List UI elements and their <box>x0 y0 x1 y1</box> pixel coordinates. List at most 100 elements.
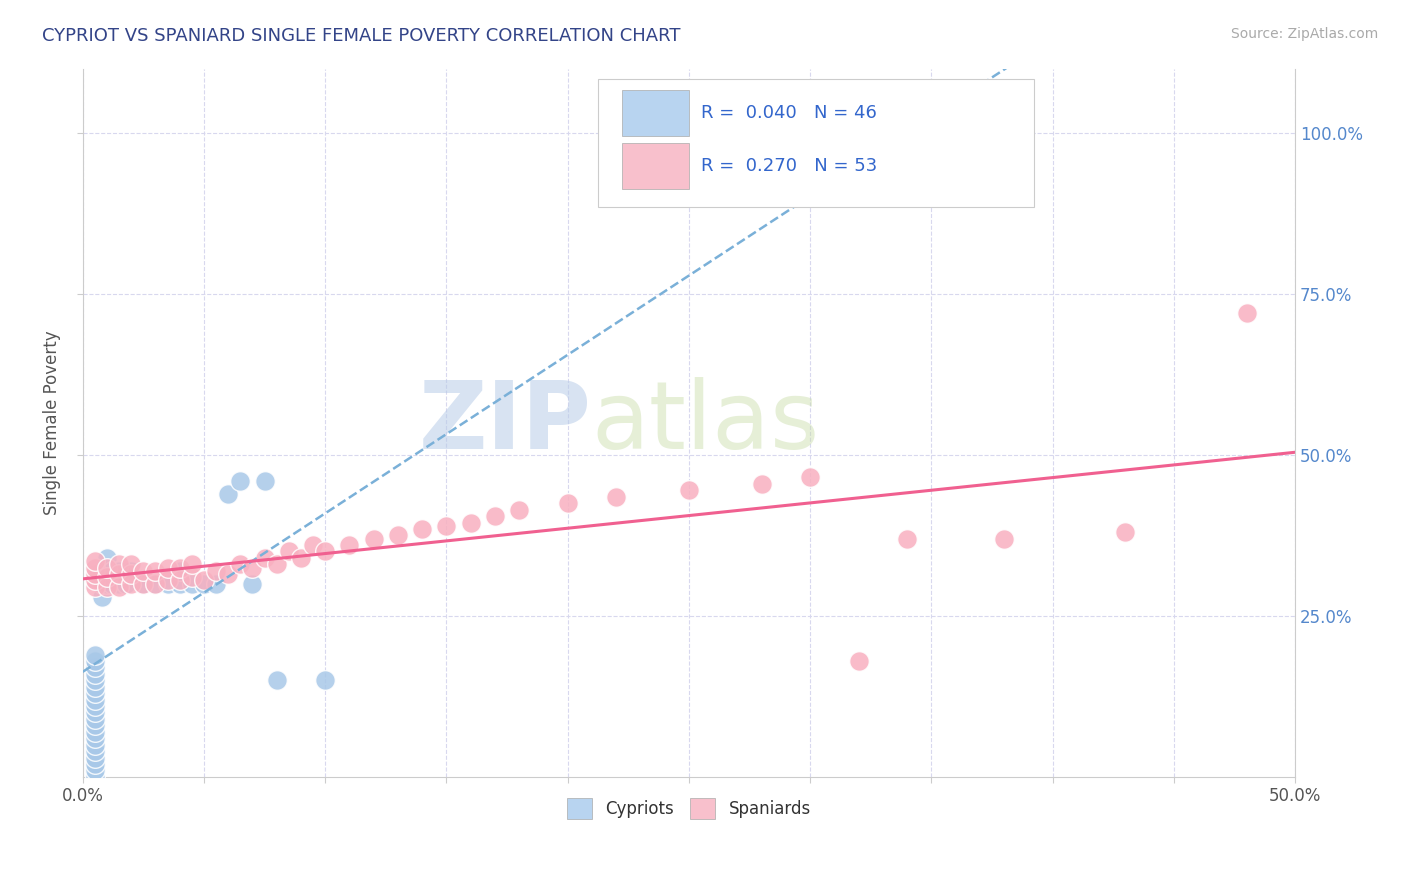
Point <box>83 666 105 681</box>
Point <box>96 570 118 584</box>
Point <box>266 558 288 572</box>
Point <box>132 576 155 591</box>
Point <box>83 718 105 732</box>
Point <box>96 564 118 578</box>
Legend: Cypriots, Spaniards: Cypriots, Spaniards <box>560 791 818 825</box>
Point <box>83 673 105 688</box>
Point <box>314 673 336 688</box>
Text: atlas: atlas <box>592 376 820 468</box>
Point <box>156 576 179 591</box>
Point <box>751 476 773 491</box>
Point <box>132 564 155 578</box>
Point <box>108 576 131 591</box>
Point <box>108 564 131 578</box>
Point <box>363 532 385 546</box>
Point <box>314 544 336 558</box>
Point <box>83 686 105 700</box>
Point <box>253 550 276 565</box>
Point <box>100 564 122 578</box>
Point <box>557 496 579 510</box>
Point <box>302 538 325 552</box>
Point <box>180 570 202 584</box>
Point <box>242 576 264 591</box>
Point <box>180 558 202 572</box>
Point <box>83 706 105 720</box>
Point <box>83 648 105 662</box>
Point <box>460 516 482 530</box>
Point <box>229 474 252 488</box>
Point <box>83 750 105 764</box>
Point <box>242 560 264 574</box>
Point <box>91 590 114 604</box>
Point <box>145 564 167 578</box>
Point <box>848 654 870 668</box>
Point <box>83 567 105 582</box>
Point <box>108 558 131 572</box>
Point <box>91 576 114 591</box>
Point <box>193 576 215 591</box>
Point <box>290 550 312 565</box>
Point <box>217 486 239 500</box>
Point <box>169 576 191 591</box>
Text: CYPRIOT VS SPANIARD SINGLE FEMALE POVERTY CORRELATION CHART: CYPRIOT VS SPANIARD SINGLE FEMALE POVERT… <box>42 27 681 45</box>
Point <box>434 518 457 533</box>
Text: R =  0.040   N = 46: R = 0.040 N = 46 <box>702 103 877 122</box>
Point <box>169 574 191 588</box>
Point <box>83 712 105 726</box>
Point <box>83 724 105 739</box>
Point <box>508 502 530 516</box>
Point <box>1114 525 1136 540</box>
Point <box>83 560 105 574</box>
Point <box>120 558 142 572</box>
FancyBboxPatch shape <box>621 90 689 136</box>
Point <box>132 576 155 591</box>
Point <box>145 576 167 591</box>
FancyBboxPatch shape <box>598 79 1035 207</box>
Point <box>83 692 105 706</box>
Point <box>387 528 409 542</box>
Point <box>96 550 118 565</box>
Point <box>83 680 105 694</box>
FancyBboxPatch shape <box>621 143 689 189</box>
Point <box>83 756 105 771</box>
Point <box>83 738 105 752</box>
Point <box>253 474 276 488</box>
Point <box>205 564 228 578</box>
Text: R =  0.270   N = 53: R = 0.270 N = 53 <box>702 157 877 175</box>
Text: Source: ZipAtlas.com: Source: ZipAtlas.com <box>1230 27 1378 41</box>
Point <box>96 576 118 591</box>
Point <box>156 574 179 588</box>
Point <box>108 567 131 582</box>
Point <box>83 554 105 568</box>
Point <box>100 576 122 591</box>
Point <box>83 580 105 594</box>
Point <box>484 509 506 524</box>
Point <box>156 560 179 574</box>
Point <box>145 576 167 591</box>
Point <box>678 483 700 498</box>
Point <box>169 560 191 574</box>
Y-axis label: Single Female Poverty: Single Female Poverty <box>44 330 60 515</box>
Point <box>229 558 252 572</box>
Point <box>169 564 191 578</box>
Point <box>83 660 105 674</box>
Point <box>83 744 105 758</box>
Point <box>91 564 114 578</box>
Point <box>266 673 288 688</box>
Point <box>83 764 105 778</box>
Point <box>896 532 918 546</box>
Point <box>108 580 131 594</box>
Point <box>411 522 433 536</box>
Point <box>83 770 105 784</box>
Point <box>83 699 105 714</box>
Point <box>96 580 118 594</box>
Text: ZIP: ZIP <box>419 376 592 468</box>
Point <box>83 574 105 588</box>
Point <box>180 576 202 591</box>
Point <box>120 576 142 591</box>
Point <box>277 544 299 558</box>
Point <box>83 731 105 746</box>
Point <box>799 470 821 484</box>
Point <box>337 538 360 552</box>
Point <box>120 564 142 578</box>
